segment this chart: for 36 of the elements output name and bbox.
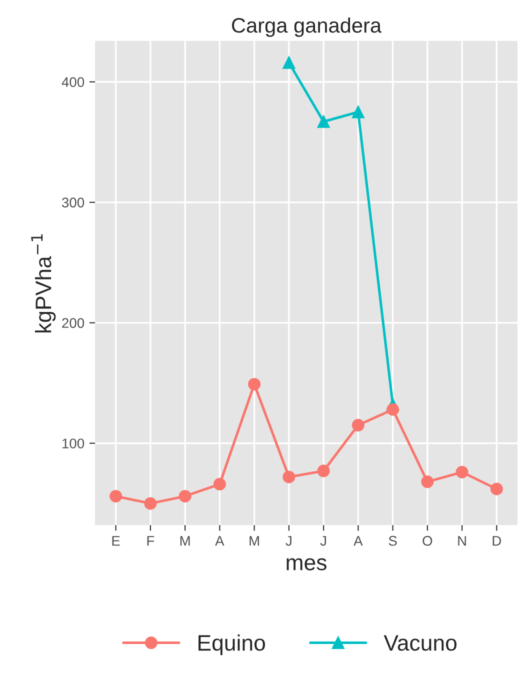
x-tick-label: J: [286, 536, 292, 546]
point: [317, 115, 330, 128]
point: [213, 478, 226, 490]
point: [248, 378, 261, 390]
x-tick-label: M: [180, 536, 190, 546]
point: [144, 497, 157, 510]
point: [352, 418, 364, 432]
point: [421, 476, 434, 488]
y-axis-title: kgPVha$^{−1}$: [31, 234, 56, 332]
x-tick-label: N: [458, 536, 466, 546]
y-tick-label: 300: [62, 198, 84, 208]
point: [386, 403, 400, 416]
y-tick-label: 100: [62, 438, 84, 448]
point: [282, 56, 296, 69]
x-tick-label: A: [215, 536, 224, 546]
point: [490, 482, 503, 496]
point: [110, 490, 122, 502]
x-tick-label: S: [388, 536, 397, 546]
y-tick-label: 200: [62, 318, 84, 328]
x-tick-label: M: [250, 536, 259, 546]
point: [178, 490, 192, 502]
x-tick-label: J: [320, 536, 326, 546]
x-tick-label: F: [147, 536, 154, 546]
x-axis-title: mes: [286, 558, 326, 570]
point: [352, 106, 364, 118]
x-tick-label: D: [492, 536, 502, 546]
x-tick-label: A: [354, 536, 363, 546]
point: [456, 466, 468, 478]
point: [282, 470, 296, 484]
chart-title: Carga ganadera: [232, 17, 382, 37]
x-tick-label: E: [112, 536, 120, 546]
x-tick-label: O: [422, 536, 432, 546]
legend-label: Vacuno: [384, 635, 456, 651]
legend-label: Equino: [198, 634, 265, 656]
point: [317, 464, 330, 478]
y-tick-label: 400: [62, 77, 84, 88]
